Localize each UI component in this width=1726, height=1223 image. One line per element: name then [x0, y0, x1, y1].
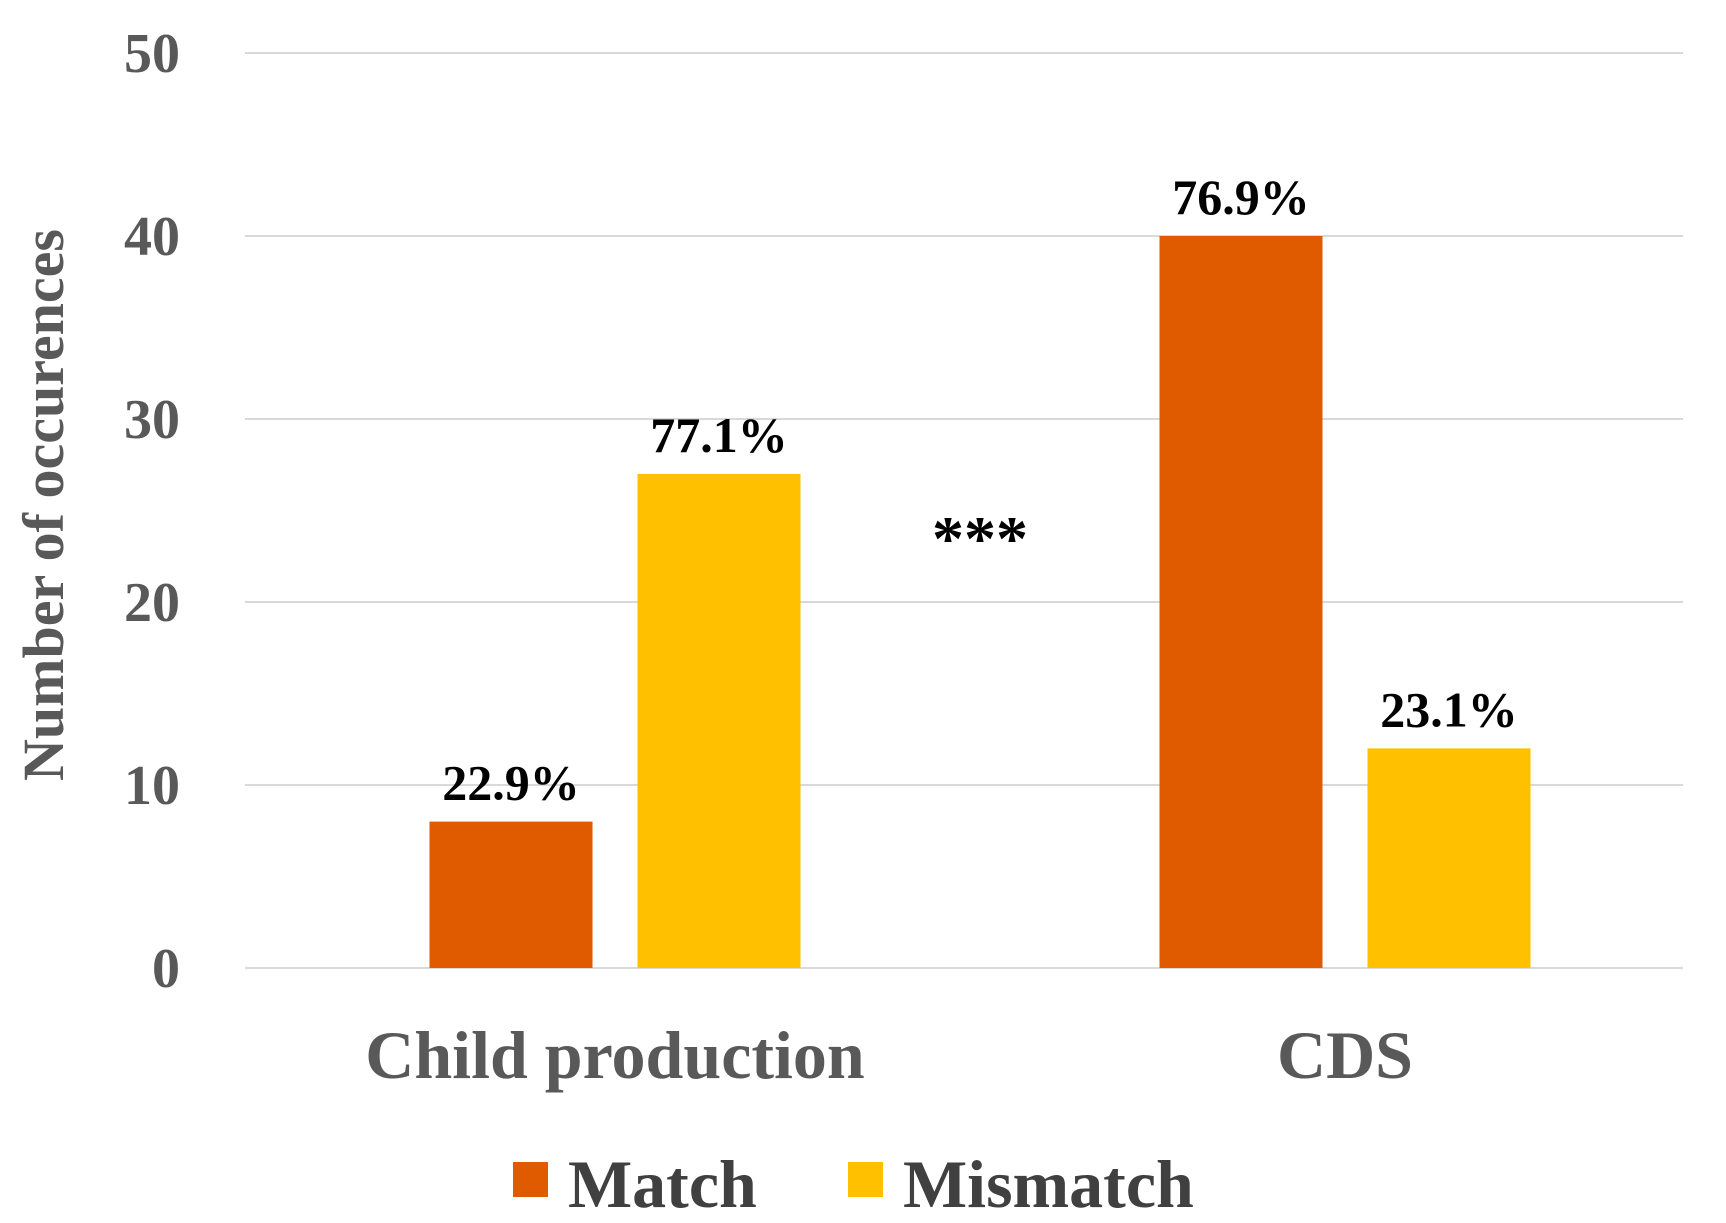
x-axis-categories: Child production CDS — [365, 1017, 1413, 1093]
legend: Match Mismatch — [513, 1146, 1194, 1222]
bars — [429, 236, 1531, 968]
bar-match-1 — [1159, 236, 1323, 968]
legend-label-mismatch: Mismatch — [903, 1146, 1194, 1222]
y-tick-label: 30 — [124, 389, 180, 451]
legend-swatch-mismatch — [848, 1162, 883, 1197]
x-category-label: Child production — [365, 1017, 864, 1093]
legend-label-match: Match — [568, 1146, 757, 1222]
y-tick-label: 20 — [124, 572, 180, 634]
bar-match-0 — [429, 821, 593, 968]
significance-annotation: *** — [932, 503, 1028, 574]
y-tick-label: 0 — [152, 938, 180, 1000]
y-tick-label: 10 — [124, 755, 180, 817]
data-labels: 22.9% 76.9% 77.1% 23.1% — [442, 169, 1518, 811]
data-label-mismatch-0: 77.1% — [650, 407, 788, 463]
y-tick-label: 40 — [124, 206, 180, 268]
data-label-mismatch-1: 23.1% — [1380, 681, 1518, 737]
y-tick-label: 50 — [124, 23, 180, 85]
data-label-match-0: 22.9% — [442, 755, 580, 811]
data-label-match-1: 76.9% — [1172, 169, 1310, 225]
y-axis-ticks: 0 10 20 30 40 50 — [124, 23, 180, 1000]
bar-mismatch-1 — [1367, 748, 1531, 968]
bar-mismatch-0 — [637, 473, 801, 968]
x-category-label: CDS — [1277, 1017, 1413, 1093]
y-axis-label: Number of occurences — [11, 229, 76, 781]
legend-swatch-match — [513, 1162, 548, 1197]
